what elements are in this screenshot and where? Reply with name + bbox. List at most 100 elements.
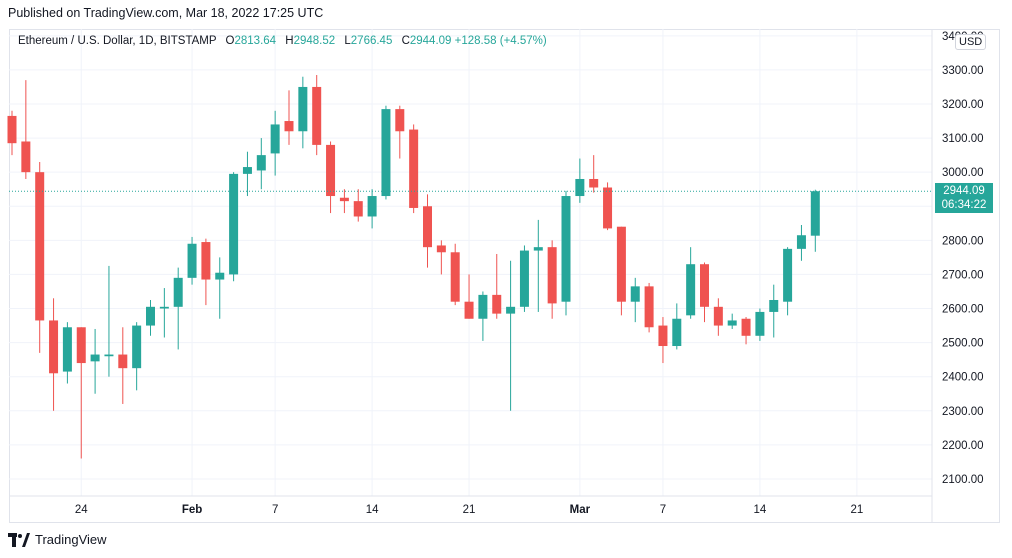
candle bbox=[575, 158, 585, 203]
footer-brand[interactable]: TradingView bbox=[8, 532, 107, 547]
price-tick-label: 2500.00 bbox=[942, 338, 984, 350]
candle-body bbox=[630, 286, 640, 302]
candle bbox=[201, 238, 211, 306]
candle bbox=[436, 240, 446, 275]
candle-body bbox=[603, 187, 613, 229]
candle bbox=[700, 262, 709, 323]
candle-body bbox=[242, 167, 252, 174]
candle-body bbox=[810, 191, 820, 236]
candle-body bbox=[769, 299, 779, 312]
candle bbox=[353, 189, 363, 222]
open-label: O bbox=[225, 35, 235, 47]
candle-body bbox=[575, 178, 585, 197]
time-tick-label: Feb bbox=[182, 504, 202, 516]
candle-body bbox=[658, 325, 668, 347]
candle-body bbox=[339, 197, 349, 202]
candle-body bbox=[423, 206, 432, 248]
candle-body bbox=[381, 109, 391, 197]
candle-body bbox=[90, 354, 100, 362]
candle bbox=[146, 299, 155, 336]
candle bbox=[326, 141, 336, 214]
candle-body bbox=[132, 325, 142, 369]
chart-frame[interactable] bbox=[9, 29, 1000, 523]
candle-body bbox=[312, 86, 322, 145]
candle-body bbox=[62, 327, 72, 372]
candle bbox=[741, 317, 751, 345]
candle bbox=[755, 308, 765, 341]
candle-body bbox=[284, 121, 294, 132]
candle bbox=[312, 75, 322, 156]
candle bbox=[187, 236, 197, 285]
candle-body bbox=[215, 272, 225, 280]
candle-series bbox=[7, 75, 820, 459]
candle-body bbox=[533, 247, 543, 251]
candle-body bbox=[35, 172, 45, 321]
candle bbox=[367, 189, 377, 229]
candle-body bbox=[713, 306, 723, 326]
candle bbox=[118, 327, 128, 404]
price-tick-label: 3300.00 bbox=[942, 65, 984, 77]
price-tick-label: 3000.00 bbox=[942, 167, 984, 179]
candle-body bbox=[547, 247, 557, 304]
time-tick-label: 21 bbox=[463, 504, 476, 516]
candle bbox=[339, 189, 349, 214]
candle bbox=[478, 291, 488, 341]
footer-brand-label: TradingView bbox=[35, 532, 107, 547]
candle bbox=[173, 267, 183, 350]
candle-body bbox=[187, 243, 197, 278]
candle-body bbox=[783, 248, 793, 302]
candle bbox=[381, 105, 391, 200]
candle-body bbox=[298, 86, 308, 132]
time-tick-label: 14 bbox=[754, 504, 767, 516]
price-tick-label: 2100.00 bbox=[942, 474, 984, 486]
candle-body bbox=[796, 235, 806, 249]
candle-body bbox=[256, 155, 266, 171]
time-tick-label: 14 bbox=[366, 504, 379, 516]
candle-body bbox=[616, 226, 626, 302]
chart-grid bbox=[9, 29, 932, 496]
symbol-title: Ethereum / U.S. Dollar, 1D, BITSTAMP bbox=[18, 35, 217, 47]
candle bbox=[810, 189, 820, 252]
candle bbox=[519, 245, 529, 312]
time-tick-label: 21 bbox=[850, 504, 863, 516]
candle bbox=[713, 298, 723, 336]
low-label: L bbox=[344, 35, 351, 47]
candle-body bbox=[353, 201, 363, 217]
candle-body bbox=[464, 301, 474, 319]
candle-body bbox=[741, 318, 751, 336]
candle bbox=[686, 247, 696, 319]
low-value: 2766.45 bbox=[350, 35, 393, 47]
time-tick-label: 24 bbox=[75, 504, 88, 516]
candle-body bbox=[21, 141, 31, 173]
candle bbox=[658, 317, 668, 364]
time-axis-labels: 24 Feb 7 14 21 Mar 7 14 21 bbox=[75, 504, 863, 516]
price-axis-labels: 2100.00 2200.00 2300.00 2400.00 2500.00 2600.… bbox=[942, 31, 984, 486]
candle-body bbox=[644, 286, 654, 328]
candle bbox=[547, 240, 557, 319]
currency-button[interactable]: USD bbox=[955, 34, 987, 50]
price-tick-label: 2700.00 bbox=[942, 269, 984, 281]
close-value: 2944.09 bbox=[409, 35, 452, 47]
candle bbox=[796, 225, 806, 261]
candle-body bbox=[159, 306, 169, 309]
candle bbox=[492, 253, 502, 319]
candle bbox=[464, 274, 474, 319]
candle bbox=[423, 194, 432, 268]
candle-body bbox=[672, 318, 682, 347]
open-value: 2813.64 bbox=[234, 35, 277, 47]
candle-body bbox=[727, 320, 737, 326]
candle bbox=[672, 303, 682, 350]
candle bbox=[630, 277, 640, 323]
price-tick-label: 2300.00 bbox=[942, 406, 984, 418]
candle bbox=[62, 322, 72, 384]
price-tick-label: 2800.00 bbox=[942, 235, 984, 247]
candle-body bbox=[450, 252, 460, 302]
price-tick-label: 3100.00 bbox=[942, 133, 984, 145]
candle bbox=[727, 313, 737, 329]
candle bbox=[104, 265, 114, 377]
candle bbox=[21, 80, 31, 179]
candle-body bbox=[519, 250, 529, 307]
candle bbox=[783, 247, 793, 316]
candle-body bbox=[146, 306, 155, 326]
